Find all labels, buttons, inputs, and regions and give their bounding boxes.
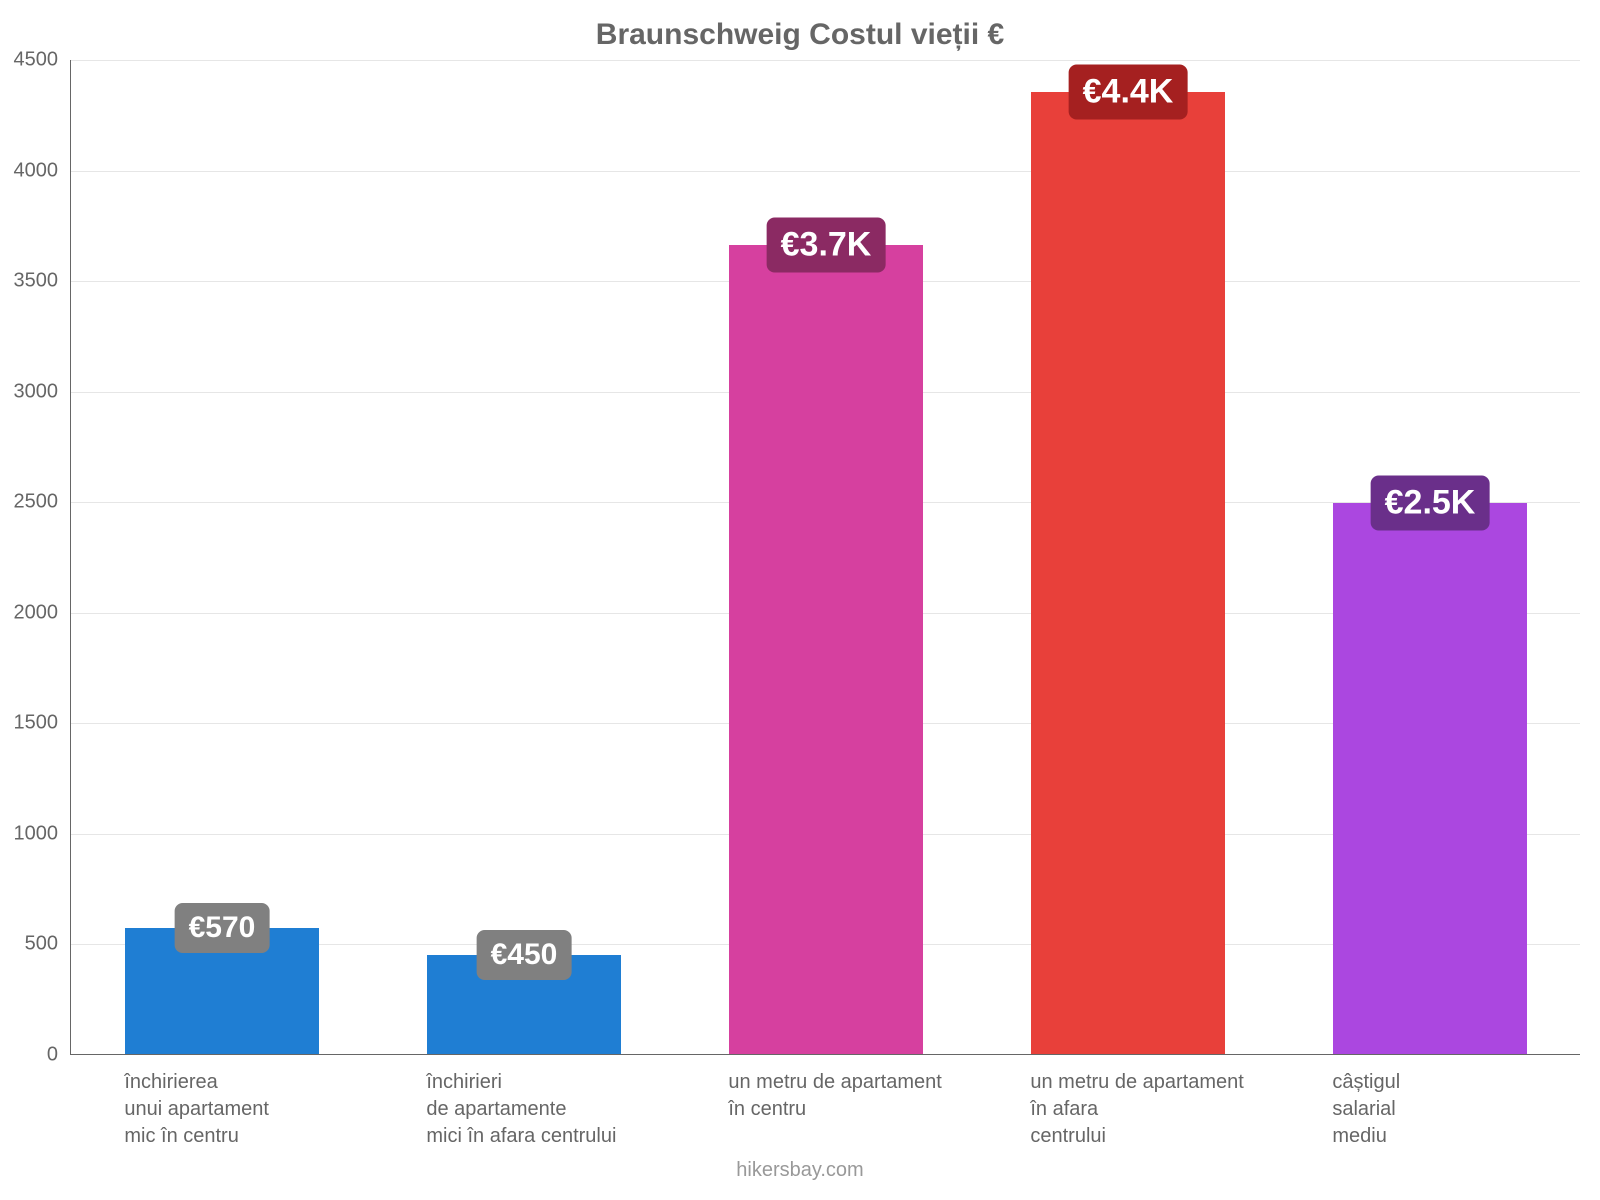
plot-area: €570 €450 €3.7K €4.4K €2.5K — [70, 60, 1580, 1055]
bar — [1333, 503, 1526, 1054]
chart-title: Braunschweig Costul vieții € — [0, 18, 1600, 52]
chart-container: Braunschweig Costul vieții € €570 €450 €3.… — [0, 0, 1600, 1200]
y-axis-tick-label: 0 — [0, 1044, 58, 1067]
y-axis-tick-label: 2000 — [0, 601, 58, 624]
y-axis-tick-label: 1000 — [0, 822, 58, 845]
bar-value-label: €4.4K — [1069, 65, 1188, 120]
y-axis-tick-label: 2500 — [0, 491, 58, 514]
x-axis-tick-label: închiriereaunui apartamentmic în centru — [124, 1069, 426, 1150]
y-axis-tick-label: 3500 — [0, 270, 58, 293]
bar-value-label: €2.5K — [1371, 476, 1490, 531]
gridline — [71, 60, 1580, 61]
bar-value-label: €570 — [175, 903, 270, 953]
x-axis-tick-label: câștigulsalarialmediu — [1332, 1069, 1600, 1150]
y-axis-tick-label: 4500 — [0, 49, 58, 72]
x-axis-tick-label: un metru de apartamentîn centru — [728, 1069, 1030, 1123]
bar-value-label: €3.7K — [767, 217, 886, 272]
gridline — [71, 171, 1580, 172]
bar — [1031, 92, 1224, 1054]
y-axis-tick-label: 500 — [0, 933, 58, 956]
x-axis-tick-label: un metru de apartamentîn afaracentrului — [1030, 1069, 1332, 1150]
bar — [729, 245, 922, 1054]
y-axis-tick-label: 3000 — [0, 380, 58, 403]
chart-footer: hikersbay.com — [0, 1159, 1600, 1182]
x-axis-tick-label: închirieride apartamentemici în afara ce… — [426, 1069, 728, 1150]
bar-value-label: €450 — [477, 930, 572, 980]
y-axis-tick-label: 1500 — [0, 712, 58, 735]
y-axis-tick-label: 4000 — [0, 159, 58, 182]
